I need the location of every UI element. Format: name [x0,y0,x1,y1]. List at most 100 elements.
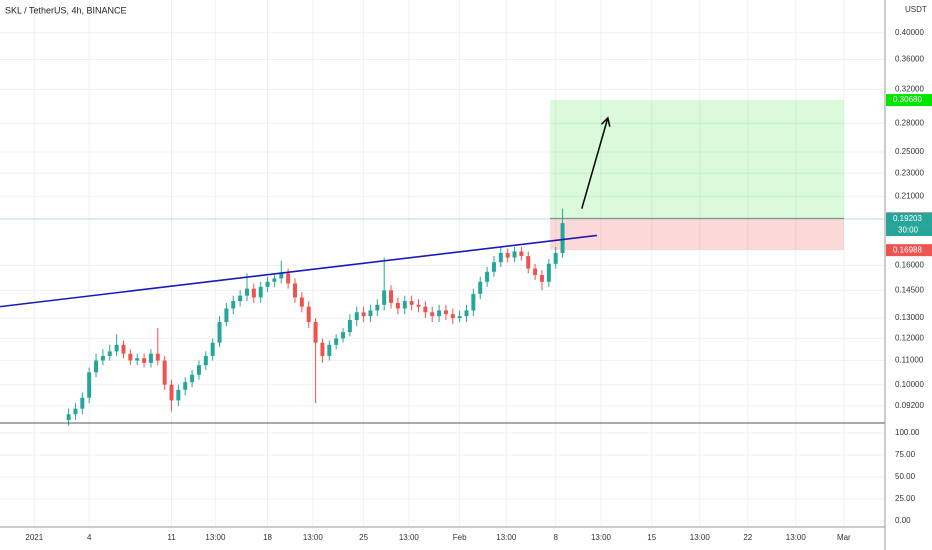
candle-body [258,286,263,298]
candle-body [526,256,531,269]
candle-body [293,283,297,298]
x-tick-label: 13:00 [399,533,420,542]
candle-body [162,360,167,385]
x-tick-label: 25 [359,533,368,542]
target-label: 0.30680 [893,95,922,104]
axis: 0.40000 0.36000 0.32000 0.28000 0.25000 0.230… [25,28,932,542]
candle-body [306,306,311,323]
candle-body [553,252,558,264]
last-price-label: 0.19203 [893,214,922,223]
candle-body [100,355,105,361]
candle-body [142,358,147,363]
candle-body [375,304,380,311]
target-label-box [886,94,932,107]
countdown-box [886,225,932,237]
candle-body [135,358,140,361]
stop-label-box [886,244,932,257]
y-tick-label: 0.16000 [895,260,924,269]
arrow [581,117,609,209]
x-tick-label: 11 [167,533,176,542]
candle-body [341,332,346,339]
profit-zone [550,100,844,219]
price-unit: USDT [905,5,927,14]
x-tick-label: 13:00 [496,533,517,542]
y-tick-label: 100.00 [895,428,920,437]
candle-body [354,312,359,321]
x-tick-label: 15 [647,533,656,542]
candle-body [498,252,503,263]
candle-body [114,344,119,352]
candle-body [203,355,208,366]
candle-body [519,251,524,257]
y-tick-label: 0.28000 [895,118,924,127]
candle-body [546,263,551,282]
candle-body [87,372,92,398]
candle-body [471,293,476,311]
x-tick-label: 13:00 [591,533,612,542]
candle-body [190,374,195,383]
x-tick-label: Mar [837,533,851,542]
candle-body [409,301,414,305]
candle-body [560,223,565,253]
y-tick-label: 0.32000 [895,84,924,93]
x-tick-label: 13:00 [205,533,226,542]
candle-body [389,290,394,303]
candle-body [320,342,325,356]
y-tick-label: 0.21000 [895,191,924,200]
y-tick-label: 0.13000 [895,313,924,322]
x-tick-label: Feb [453,533,467,542]
candle-body [238,295,243,302]
plot [0,100,885,426]
candle-body [251,288,256,298]
candle-body [491,262,496,272]
candle-body [334,338,339,345]
candle-body [539,275,544,282]
candle-body [148,353,153,363]
candle-body [368,310,373,317]
candle-body [169,384,174,401]
candle-body [73,408,78,415]
candle-body [299,297,304,307]
candle-body [361,312,366,317]
y-tick-label: 0.40000 [895,28,924,37]
x-tick-label: 8 [553,533,558,542]
candle-body [107,351,112,356]
y-tick-label: 0.10000 [895,380,924,389]
candle-body [512,251,517,258]
candle-body [272,278,277,282]
y-tick-label: 0.25000 [895,147,924,156]
candle-body [485,271,490,282]
stop-label: 0.16988 [893,245,922,254]
loss-zone [550,218,844,251]
candle-body [450,314,455,319]
candle-body [327,344,332,356]
y-tick-label: 0.23000 [895,168,924,177]
candle-body [66,414,71,421]
candle-body [224,308,229,323]
trendline [0,234,597,308]
candle-body [437,310,442,317]
candle-body [231,301,236,309]
candle-body [196,365,201,375]
candle-body [416,304,421,307]
x-tick-label: 18 [263,533,272,542]
x-tick-label: 13:00 [690,533,711,542]
candle-body [210,342,215,356]
x-tick-label: 22 [743,533,752,542]
y-tick-label: 0.36000 [895,55,924,64]
candle-body [286,273,291,284]
x-tick-label: 13:00 [303,533,324,542]
candle-body [217,322,222,343]
y-tick-label: 0.11000 [895,356,924,365]
y-tick-label: 50.00 [895,472,916,481]
candle-body [265,281,270,287]
candle-body [347,320,352,333]
candle-body [457,316,462,319]
candle-body [478,281,483,294]
candle-body [313,322,318,343]
candle-body [80,397,85,409]
x-tick-label: 4 [87,533,92,542]
candle-body [244,288,249,296]
candle-body [464,310,469,317]
